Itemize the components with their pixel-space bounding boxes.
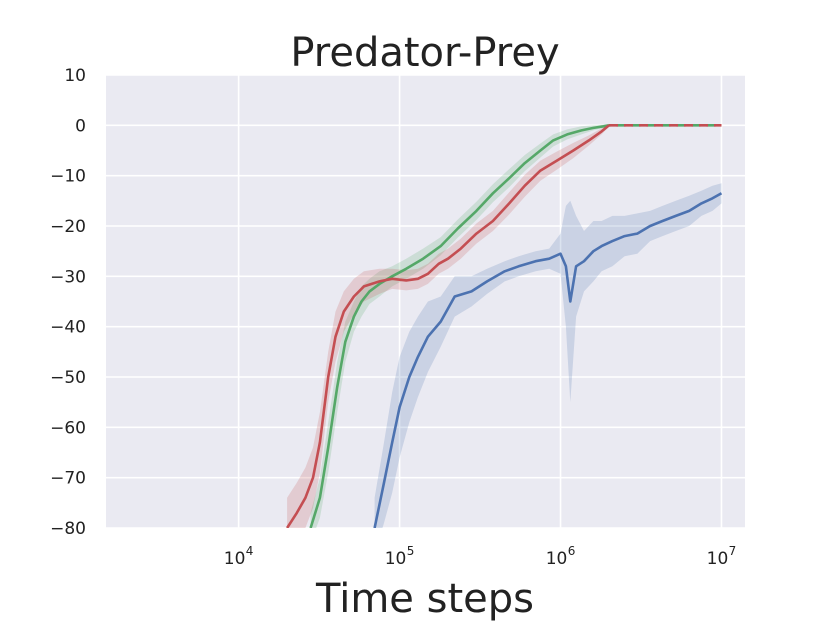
x-tick-label: 10 6 bbox=[546, 544, 576, 569]
y-tick-label: 0 bbox=[75, 116, 86, 136]
x-tick-base: 10 bbox=[707, 549, 729, 569]
x-tick-exponent: 7 bbox=[729, 544, 737, 558]
y-tick-label: 10 bbox=[64, 66, 86, 86]
band-blue bbox=[374, 183, 722, 528]
y-tick-label: −50 bbox=[50, 368, 86, 388]
y-tick-label: −70 bbox=[50, 469, 86, 489]
y-tick-label: −60 bbox=[50, 418, 86, 438]
y-tick-label: −30 bbox=[50, 267, 86, 287]
x-tick-base: 10 bbox=[385, 549, 407, 569]
x-tick-labels: 10 4 10 5 10 6 10 7 bbox=[224, 544, 737, 569]
plot-background bbox=[106, 75, 745, 528]
series-lines bbox=[286, 124, 723, 528]
series-line-blue bbox=[373, 192, 723, 528]
x-tick-exponent: 4 bbox=[246, 544, 254, 558]
x-tick-label: 10 4 bbox=[224, 544, 254, 569]
series-line-red bbox=[286, 124, 610, 528]
y-tick-label: −80 bbox=[50, 519, 86, 539]
x-tick-label: 10 5 bbox=[385, 544, 415, 569]
series-line-green bbox=[309, 124, 610, 528]
y-tick-labels: 10 0 −10 −20 −30 −40 −50 −60 −70 −80 bbox=[50, 66, 86, 539]
x-tick-exponent: 6 bbox=[568, 544, 576, 558]
y-tick-label: −10 bbox=[50, 167, 86, 187]
x-tick-base: 10 bbox=[546, 549, 568, 569]
chart-title: Predator-Prey bbox=[290, 30, 559, 76]
x-tick-exponent: 5 bbox=[407, 544, 415, 558]
confidence-bands bbox=[287, 123, 722, 528]
y-tick-label: −40 bbox=[50, 318, 86, 338]
x-tick-base: 10 bbox=[224, 549, 246, 569]
x-axis-label: Time steps bbox=[315, 576, 534, 622]
x-tick-label: 10 7 bbox=[707, 544, 737, 569]
y-tick-label: −20 bbox=[50, 217, 86, 237]
